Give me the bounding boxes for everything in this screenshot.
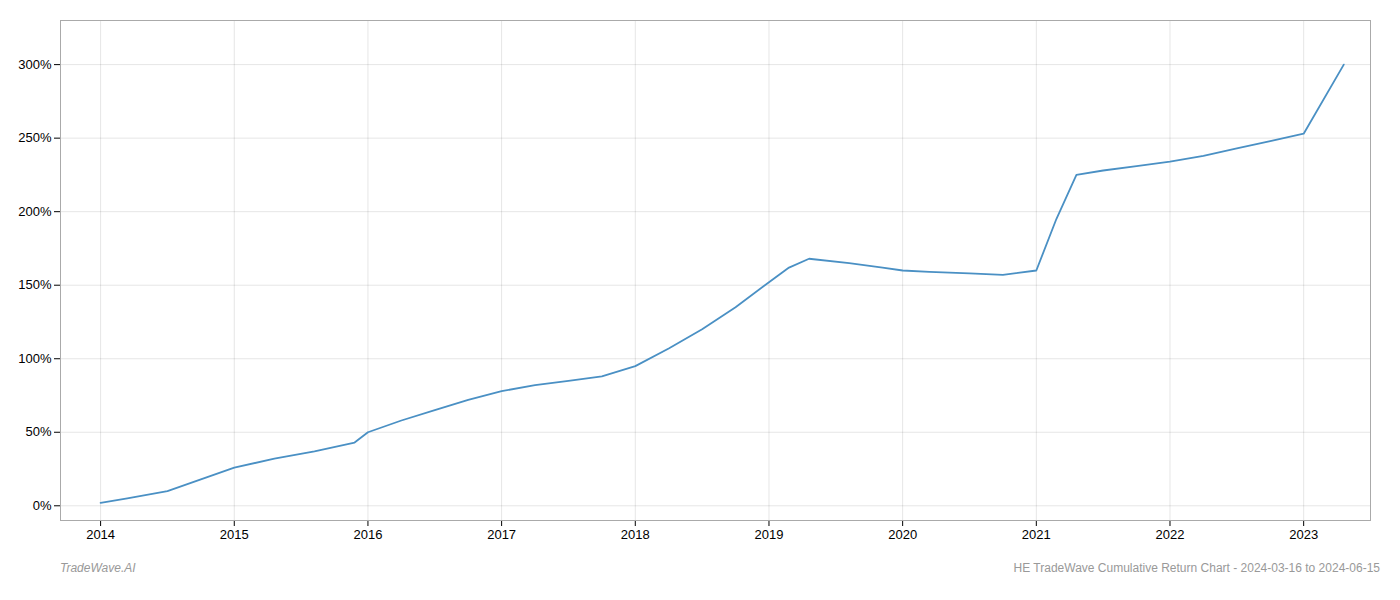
svg-text:250%: 250%	[18, 130, 52, 145]
svg-text:2023: 2023	[1289, 527, 1318, 542]
svg-text:2018: 2018	[621, 527, 650, 542]
svg-text:2022: 2022	[1156, 527, 1185, 542]
html-text:TradeWave.AI: TradeWave.AI	[60, 561, 136, 575]
svg-text:200%: 200%	[18, 204, 52, 219]
svg-text:50%: 50%	[25, 424, 51, 439]
svg-text:2014: 2014	[86, 527, 115, 542]
svg-text:100%: 100%	[18, 351, 52, 366]
svg-text:2020: 2020	[888, 527, 917, 542]
html-text:HE TradeWave Cumulative Return: HE TradeWave Cumulative Return Chart - 2…	[1013, 561, 1380, 575]
svg-text:300%: 300%	[18, 57, 52, 72]
svg-text:0%: 0%	[33, 498, 52, 513]
svg-text:2016: 2016	[353, 527, 382, 542]
svg-text:2015: 2015	[220, 527, 249, 542]
svg-text:150%: 150%	[18, 277, 52, 292]
svg-text:2017: 2017	[487, 527, 516, 542]
svg-text:2021: 2021	[1022, 527, 1051, 542]
svg-text:2019: 2019	[755, 527, 784, 542]
